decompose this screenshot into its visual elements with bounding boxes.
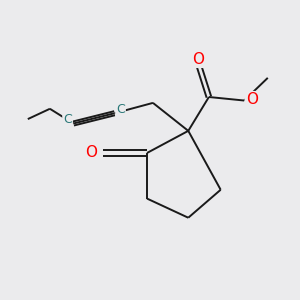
Text: C: C bbox=[116, 103, 125, 116]
Text: C: C bbox=[63, 113, 72, 127]
Text: O: O bbox=[193, 52, 205, 67]
Text: O: O bbox=[246, 92, 258, 107]
Text: O: O bbox=[85, 146, 98, 160]
